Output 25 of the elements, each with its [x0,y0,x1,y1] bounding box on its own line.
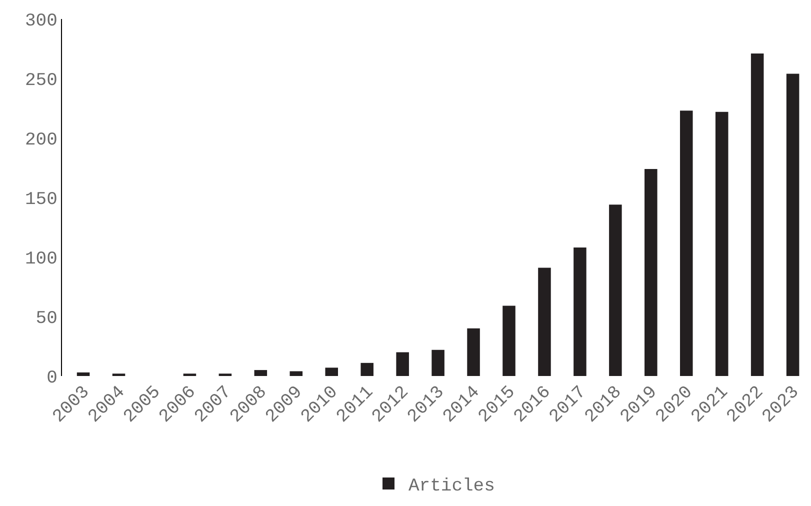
y-tick-label: 200 [24,130,58,150]
bar [254,370,268,376]
y-tick-label: 100 [24,249,58,270]
bar [360,362,374,376]
bar [432,350,444,376]
bar [467,328,480,376]
bar [609,204,622,376]
y-tick-label: 250 [24,70,58,91]
y-tick-label: 150 [24,190,58,210]
bar [680,110,693,376]
bar [325,368,338,376]
bar [502,306,516,376]
y-tick-label: 300 [24,11,58,32]
bar [396,352,409,376]
bar [644,168,658,376]
bar [76,372,90,376]
bar [538,268,551,376]
bar [290,371,303,376]
legend-label: Articles [408,476,495,496]
bar [786,74,800,376]
y-tick-label: 50 [36,308,58,329]
y-tick-label: 0 [46,368,58,388]
bar [750,54,764,376]
bar [574,247,586,376]
bar [715,112,728,376]
